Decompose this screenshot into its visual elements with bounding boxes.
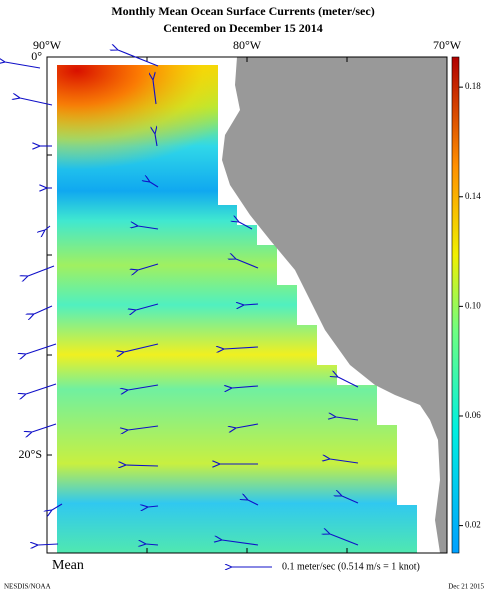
map-ticks: [47, 57, 348, 553]
land: [222, 57, 447, 553]
subtitle: Centered on December 15 2014: [163, 21, 323, 35]
colorbar-tick-label: 0.02: [465, 520, 481, 530]
colorbar-tick-label: 0.14: [465, 191, 481, 201]
colorbar-tick-label: 0.06: [465, 410, 481, 420]
reference-arrow-label: 0.1 meter/sec (0.514 m/s = 1 knot): [282, 561, 420, 572]
y-label: 0°: [31, 49, 42, 63]
y-label: 20°S: [19, 447, 42, 461]
x-label: 70°W: [433, 38, 462, 52]
current-vectors: [5, 50, 359, 545]
colorbar-tick-label: 0.10: [465, 300, 481, 310]
legend-label: Mean: [52, 558, 84, 573]
colorbar: [451, 56, 460, 554]
title: Monthly Mean Ocean Surface Currents (met…: [111, 4, 374, 18]
x-label: 80°W: [233, 38, 262, 52]
colorbar-tick-label: 0.18: [465, 81, 481, 91]
source: NESDIS/NOAA: [4, 583, 51, 591]
date: Dec 21 2015: [448, 583, 484, 591]
x-label: 90°W: [33, 38, 62, 52]
